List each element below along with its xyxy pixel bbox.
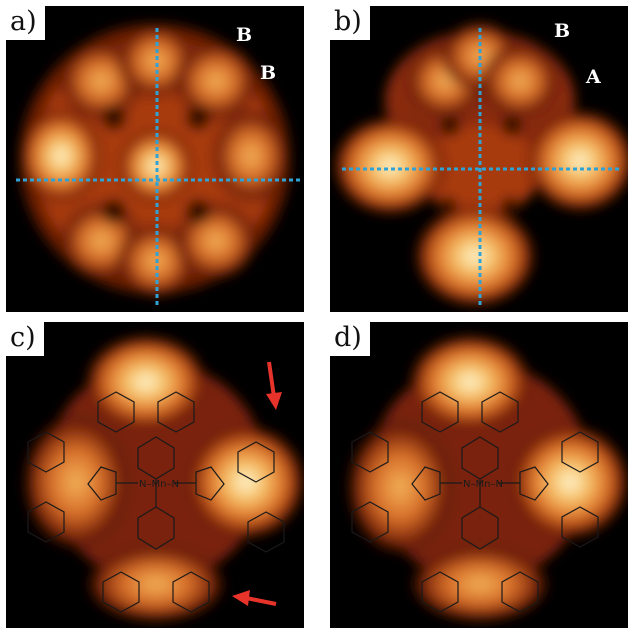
stm-image-b — [332, 20, 628, 308]
site-label-right: A — [586, 66, 601, 88]
panel-label: c) — [6, 322, 44, 356]
red-arrow-top — [266, 361, 282, 410]
site-label-top: B — [236, 24, 253, 46]
panel-label: d) — [330, 322, 370, 356]
panel-label: b) — [330, 6, 370, 40]
red-arrow-bottom — [232, 590, 277, 606]
panel-d: N–Mn–N d) — [330, 322, 628, 628]
mn-center-text: N–Mn–N — [139, 479, 179, 490]
site-label-right: B — [260, 62, 277, 84]
molecular-structure — [351, 391, 599, 613]
site-label-top: B — [554, 20, 571, 42]
stm-image-c: N–Mn–N — [21, 334, 304, 624]
molecular-structure — [27, 391, 285, 613]
panel-c: N–Mn–N c) — [6, 322, 304, 628]
stm-image-a — [16, 23, 300, 306]
stm-image-d: N–Mn–N — [345, 334, 628, 624]
panel-a: a) B B — [6, 6, 304, 312]
mn-center-text: N–Mn–N — [463, 479, 503, 490]
panel-b: b) B A — [330, 6, 628, 312]
panel-label: a) — [6, 6, 45, 40]
